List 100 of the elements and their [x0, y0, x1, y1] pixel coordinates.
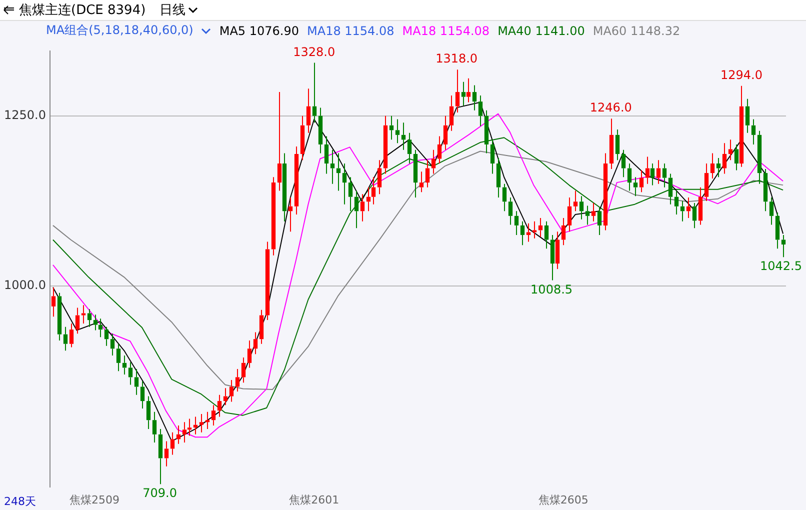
candlestick	[81, 304, 86, 324]
candlestick	[259, 309, 264, 344]
candlestick	[348, 176, 353, 212]
candlestick	[455, 69, 460, 113]
candlestick	[318, 107, 323, 154]
text: 248天	[4, 494, 36, 509]
candlestick	[508, 197, 513, 226]
candlestick	[69, 322, 74, 348]
candlestick	[146, 396, 151, 430]
candlestick	[745, 98, 750, 134]
candlestick	[597, 207, 602, 236]
candlestick	[211, 404, 216, 426]
candlestick	[51, 286, 56, 318]
candlestick	[205, 411, 210, 430]
candlestick	[728, 139, 733, 161]
candlestick	[401, 122, 406, 150]
annotation: 1318.0	[436, 52, 478, 66]
x-tick-label: 焦煤2601	[289, 493, 340, 506]
candlestick	[187, 418, 192, 436]
candlestick	[478, 94, 483, 127]
candlestick	[437, 136, 442, 164]
candlestick	[466, 78, 471, 103]
candlestick	[484, 110, 489, 154]
candlestick	[342, 163, 347, 205]
candlestick	[110, 333, 115, 356]
candlestick	[514, 210, 519, 236]
candlestick	[288, 197, 293, 232]
candlestick	[591, 202, 596, 222]
candlestick	[104, 326, 109, 346]
candlestick	[294, 146, 299, 216]
candlestick	[128, 362, 133, 386]
candlestick	[734, 144, 739, 171]
text: MA18 1154.08	[402, 24, 490, 38]
candlestick	[366, 186, 371, 212]
candlestick	[360, 194, 365, 222]
candlestick	[615, 128, 620, 161]
candlestick	[182, 422, 187, 444]
chart-title: 焦煤主连(DCE 8394)	[19, 2, 146, 19]
candlestick	[662, 163, 667, 188]
candlestick	[461, 81, 466, 106]
candlestick	[265, 241, 270, 321]
candlestick	[526, 222, 531, 242]
x-tick-label: 焦煤2509	[70, 493, 120, 506]
candlestick	[395, 118, 400, 144]
candlestick	[668, 173, 673, 205]
text: MA18 1154.08	[307, 24, 394, 38]
y-tick-label: 1000.0	[4, 278, 46, 292]
candlestick	[300, 115, 305, 161]
annotation: 1328.0	[293, 44, 336, 59]
candlestick	[407, 132, 412, 164]
candlestick	[656, 160, 661, 184]
candlestick	[674, 190, 679, 216]
candlestick	[722, 142, 727, 174]
candlestick	[217, 394, 222, 418]
candlestick	[277, 92, 282, 192]
candlestick	[413, 149, 418, 198]
text: MA5 1076.90	[219, 24, 299, 38]
candlestick	[425, 160, 430, 188]
chart-subtitle: 日线	[160, 2, 186, 19]
candlestick	[282, 152, 287, 222]
candlestick	[532, 220, 537, 239]
candlestick	[176, 425, 181, 444]
candlestick	[561, 217, 566, 246]
candlestick	[710, 152, 715, 179]
annotation: 1042.5	[760, 259, 802, 274]
candlestick	[164, 440, 169, 467]
candlestick	[621, 149, 626, 178]
candlestick	[496, 158, 501, 198]
candlestick	[550, 234, 555, 281]
candlestick	[751, 118, 756, 145]
candlestick	[763, 168, 768, 212]
candlestick	[158, 428, 163, 485]
annotation: 1246.0	[590, 100, 632, 115]
candlestick	[449, 94, 454, 132]
text: MA60 1148.32	[592, 24, 680, 38]
candlestick	[271, 176, 276, 256]
candlestick	[443, 115, 448, 150]
candlestick	[573, 190, 578, 212]
candlestick	[57, 292, 62, 341]
candlestick	[241, 356, 246, 384]
candlestick	[520, 220, 525, 246]
candlestick	[627, 163, 632, 192]
candlestick	[235, 368, 240, 392]
candlestick	[122, 354, 127, 375]
candlestick	[419, 171, 424, 193]
text: MA40 1141.00	[498, 24, 585, 38]
candlestick	[98, 318, 103, 338]
candlestick	[170, 432, 175, 456]
candlestick	[680, 200, 685, 222]
candlestick	[75, 307, 80, 334]
candlestick	[247, 340, 252, 368]
candlestick	[152, 411, 157, 444]
candlestick	[567, 197, 572, 232]
candlestick	[336, 152, 341, 192]
y-tick-label: 1250.0	[4, 108, 46, 122]
candlestick	[472, 84, 477, 111]
candlestick	[330, 149, 335, 184]
candlestick	[93, 314, 98, 331]
candlestick	[775, 212, 780, 250]
candlestick	[704, 163, 709, 202]
